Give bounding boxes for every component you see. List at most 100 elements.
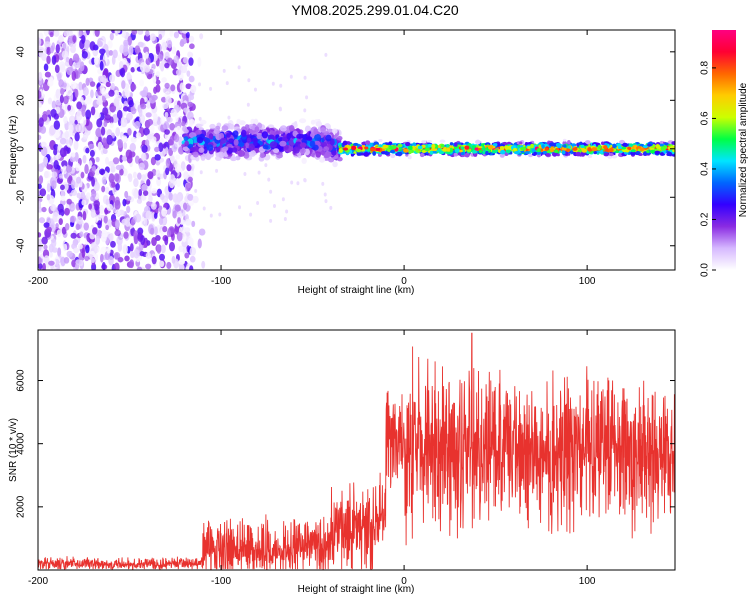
spectrogram-cell: [141, 184, 148, 191]
spectrogram-cell: [580, 144, 585, 149]
spectrogram-cell: [581, 148, 588, 153]
spectrogram-cell: [124, 255, 130, 262]
spectrogram-cell: [39, 188, 47, 197]
spectrogram-cell: [656, 144, 661, 149]
spectrogram-cell: [177, 217, 181, 224]
spectrogram-cell: [192, 195, 199, 204]
spectrogram-cell: [128, 100, 134, 108]
spectrogram-cell: [136, 198, 143, 204]
spectrogram-cell: [267, 134, 275, 142]
spectrogram-cell: [76, 216, 83, 225]
spectrogram-cell: [197, 57, 202, 68]
spectrogram-cell: [154, 146, 160, 153]
spectrogram-cell: [73, 247, 80, 254]
spectrogram-cell: [137, 41, 144, 48]
spectrogram-cell: [474, 147, 479, 151]
spectrogram-cell: [59, 147, 67, 158]
spectrogram-cell: [253, 87, 257, 92]
spectrogram-cell: [257, 170, 261, 175]
spectrogram-cell: [222, 146, 229, 152]
spectrogram-cell: [60, 87, 65, 96]
snr-x-tick-label: 0: [401, 576, 407, 587]
spectrogram-cell: [187, 176, 193, 183]
spectrogram-cell: [38, 90, 42, 99]
spectrogram-cell: [554, 149, 559, 154]
spectrogram-cell: [166, 229, 171, 238]
spectrogram-cell: [114, 30, 121, 34]
spectrogram-cell: [158, 253, 165, 261]
spectrogram-cell: [43, 63, 49, 72]
spectrogram-cell: [246, 137, 252, 144]
spectrogram-cell: [391, 145, 397, 150]
spectrogram-cell: [417, 145, 423, 150]
spectrogram-cell: [527, 146, 532, 149]
spectrogram-cell: [50, 203, 56, 212]
spectrogram-cell: [72, 53, 80, 64]
spectrogram-cell: [38, 71, 43, 81]
spectrogram-cell: [372, 151, 377, 156]
spectrogram-cell: [551, 152, 558, 157]
spectrogram-cell: [487, 145, 494, 150]
spectrogram-cell: [64, 207, 70, 216]
spectrogram-cell: [627, 146, 632, 151]
spectrogram-cell: [143, 46, 150, 54]
spectrogram-cell: [118, 61, 124, 70]
spectrogram-cell: [630, 149, 636, 153]
spectrogram-cell: [101, 185, 106, 193]
spectrogram-cell: [209, 213, 213, 218]
spectrogram-cell: [48, 243, 54, 253]
spectrogram-cell: [128, 45, 134, 56]
spectrogram-cell: [85, 109, 92, 120]
spectrogram-cell: [575, 151, 582, 157]
spectrogram-cell: [91, 176, 95, 187]
spectrogram-cell: [536, 148, 541, 153]
spectrogram-cell: [57, 247, 62, 257]
spectrogram-cell: [666, 151, 673, 157]
spectrogram-cell: [256, 133, 262, 140]
spectrogram-cell: [303, 75, 307, 80]
spectrogram-cell: [183, 136, 189, 142]
spectrogram-cell: [61, 160, 68, 168]
spectrogram-cell: [170, 84, 176, 92]
spectrogram-cell: [91, 165, 97, 172]
spectrogram-cell: [58, 79, 65, 88]
spectrogram-heatmap: [38, 30, 675, 270]
spectrogram-cell: [168, 147, 174, 157]
spectrogram-cell: [227, 115, 231, 120]
spectrogram-cell: [112, 49, 118, 59]
spectrogram-cell: [140, 103, 147, 110]
spectrogram-cell: [78, 81, 83, 91]
spectrogram-cell: [65, 56, 70, 63]
spectrogram-cell: [201, 260, 206, 269]
spectrogram-cell: [133, 248, 140, 259]
spectrogram-cell: [69, 155, 76, 163]
spectrogram-cell: [625, 149, 629, 153]
spectrogram-cell: [112, 157, 120, 165]
spectrogram-cell: [531, 148, 536, 153]
spectrogram-cell: [408, 145, 413, 151]
spectrogram-cell: [111, 181, 116, 188]
spectrogram-cell: [331, 150, 337, 156]
spectrogram-cell: [246, 102, 250, 107]
spectrogram-cell: [58, 218, 63, 226]
spectrogram-cell: [600, 150, 604, 155]
spectrogram-cell: [81, 51, 88, 59]
spectrogram-cell: [431, 143, 436, 149]
spectrogram-cell: [133, 189, 139, 199]
spectrogram-cell: [62, 42, 67, 50]
spectrogram-cell: [139, 79, 145, 87]
spectrogram-cell: [79, 231, 84, 238]
spectrogram-cell: [650, 149, 656, 154]
spectrogram-cell: [63, 243, 68, 252]
spectrogram-cell: [38, 117, 44, 128]
spectrogram-cell: [179, 82, 185, 91]
spectrogram-cell: [319, 156, 326, 163]
spectrogram-cell: [61, 50, 69, 59]
spectrogram-cell: [567, 140, 571, 145]
spectrogram-cell: [429, 150, 434, 155]
spectrogram-cell: [65, 165, 73, 173]
spectrogram-cell: [108, 256, 114, 266]
spectrogram-cell: [89, 81, 96, 87]
spectrogram-cell: [85, 77, 90, 87]
